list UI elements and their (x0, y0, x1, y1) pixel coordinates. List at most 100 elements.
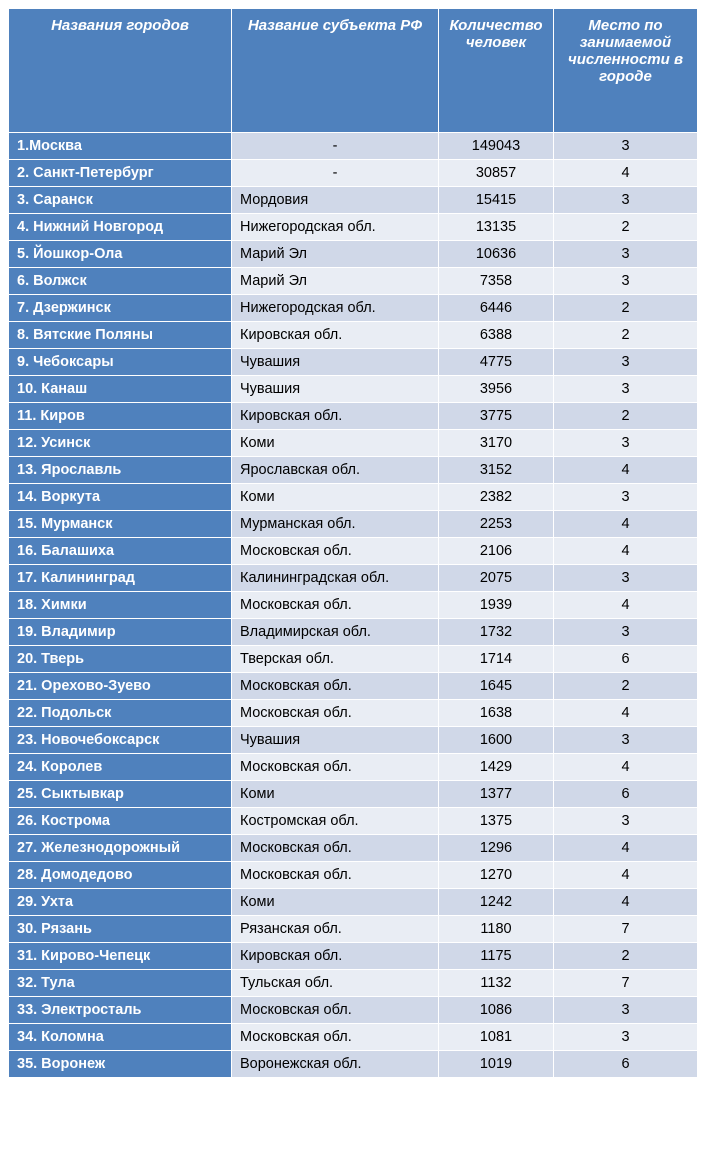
table-row: 13. ЯрославльЯрославская обл.31524 (9, 457, 698, 484)
table-row: 15. МурманскМурманская обл.22534 (9, 511, 698, 538)
subject-cell: Тверская обл. (232, 646, 439, 673)
subject-cell: Марий Эл (232, 241, 439, 268)
city-cell: 33. Электросталь (9, 997, 232, 1024)
table-row: 31. Кирово-ЧепецкКировская обл.11752 (9, 943, 698, 970)
subject-cell: Воронежская обл. (232, 1051, 439, 1078)
table-row: 30. РязаньРязанская обл.11807 (9, 916, 698, 943)
count-cell: 7358 (439, 268, 554, 295)
table-row: 27. ЖелезнодорожныйМосковская обл.12964 (9, 835, 698, 862)
count-cell: 15415 (439, 187, 554, 214)
table-row: 26. КостромаКостромская обл.13753 (9, 808, 698, 835)
table-row: 4. Нижний НовгородНижегородская обл.1313… (9, 214, 698, 241)
city-cell: 18. Химки (9, 592, 232, 619)
city-cell: 22. Подольск (9, 700, 232, 727)
count-cell: 1081 (439, 1024, 554, 1051)
count-cell: 3956 (439, 376, 554, 403)
table-row: 1.Москва-1490433 (9, 133, 698, 160)
table-row: 3. СаранскМордовия154153 (9, 187, 698, 214)
city-cell: 23. Новочебоксарск (9, 727, 232, 754)
rank-cell: 4 (554, 538, 698, 565)
table-body: 1.Москва-14904332. Санкт-Петербург-30857… (9, 133, 698, 1078)
city-cell: 35. Воронеж (9, 1051, 232, 1078)
count-cell: 2382 (439, 484, 554, 511)
subject-cell: Костромская обл. (232, 808, 439, 835)
subject-cell: Нижегородская обл. (232, 214, 439, 241)
subject-cell: Московская обл. (232, 673, 439, 700)
table-row: 5. Йошкор-ОлаМарий Эл106363 (9, 241, 698, 268)
city-cell: 34. Коломна (9, 1024, 232, 1051)
subject-cell: Коми (232, 484, 439, 511)
count-cell: 1180 (439, 916, 554, 943)
count-cell: 1939 (439, 592, 554, 619)
city-cell: 14. Воркута (9, 484, 232, 511)
city-cell: 7. Дзержинск (9, 295, 232, 322)
rank-cell: 6 (554, 1051, 698, 1078)
table-row: 11. КировКировская обл.37752 (9, 403, 698, 430)
rank-cell: 3 (554, 133, 698, 160)
rank-cell: 3 (554, 727, 698, 754)
city-cell: 20. Тверь (9, 646, 232, 673)
rank-cell: 6 (554, 781, 698, 808)
count-cell: 1086 (439, 997, 554, 1024)
rank-cell: 3 (554, 484, 698, 511)
table-row: 9. ЧебоксарыЧувашия47753 (9, 349, 698, 376)
table-row: 17. КалининградКалининградская обл.20753 (9, 565, 698, 592)
count-cell: 4775 (439, 349, 554, 376)
rank-cell: 3 (554, 241, 698, 268)
rank-cell: 3 (554, 187, 698, 214)
count-cell: 1132 (439, 970, 554, 997)
count-cell: 1732 (439, 619, 554, 646)
city-cell: 16. Балашиха (9, 538, 232, 565)
subject-cell: Московская обл. (232, 754, 439, 781)
table-row: 7. ДзержинскНижегородская обл.64462 (9, 295, 698, 322)
count-cell: 1377 (439, 781, 554, 808)
subject-cell: Кировская обл. (232, 322, 439, 349)
rank-cell: 3 (554, 808, 698, 835)
subject-cell: Коми (232, 781, 439, 808)
table-row: 8. Вятские ПоляныКировская обл.63882 (9, 322, 698, 349)
count-cell: 30857 (439, 160, 554, 187)
subject-cell: Чувашия (232, 727, 439, 754)
count-cell: 1270 (439, 862, 554, 889)
rank-cell: 6 (554, 646, 698, 673)
rank-cell: 2 (554, 322, 698, 349)
subject-cell: Марий Эл (232, 268, 439, 295)
rank-cell: 2 (554, 214, 698, 241)
subject-cell: Московская обл. (232, 700, 439, 727)
city-cell: 13. Ярославль (9, 457, 232, 484)
rank-cell: 4 (554, 511, 698, 538)
count-cell: 1242 (439, 889, 554, 916)
subject-cell: Московская обл. (232, 1024, 439, 1051)
subject-cell: - (232, 160, 439, 187)
rank-cell: 2 (554, 943, 698, 970)
subject-cell: Мурманская обл. (232, 511, 439, 538)
rank-cell: 4 (554, 592, 698, 619)
city-cell: 24. Королев (9, 754, 232, 781)
subject-cell: Нижегородская обл. (232, 295, 439, 322)
rank-cell: 7 (554, 970, 698, 997)
city-cell: 19. Владимир (9, 619, 232, 646)
rank-cell: 4 (554, 862, 698, 889)
subject-cell: Чувашия (232, 376, 439, 403)
rank-cell: 3 (554, 565, 698, 592)
city-cell: 12. Усинск (9, 430, 232, 457)
header-count: Количество человек (439, 9, 554, 133)
rank-cell: 4 (554, 835, 698, 862)
table-row: 6. ВолжскМарий Эл73583 (9, 268, 698, 295)
subject-cell: Кировская обл. (232, 403, 439, 430)
city-cell: 30. Рязань (9, 916, 232, 943)
rank-cell: 3 (554, 619, 698, 646)
subject-cell: - (232, 133, 439, 160)
count-cell: 1714 (439, 646, 554, 673)
subject-cell: Московская обл. (232, 862, 439, 889)
city-cell: 5. Йошкор-Ола (9, 241, 232, 268)
table-row: 14. ВоркутаКоми23823 (9, 484, 698, 511)
subject-cell: Чувашия (232, 349, 439, 376)
count-cell: 1296 (439, 835, 554, 862)
table-row: 29. УхтаКоми12424 (9, 889, 698, 916)
city-cell: 31. Кирово-Чепецк (9, 943, 232, 970)
rank-cell: 2 (554, 673, 698, 700)
city-cell: 28. Домодедово (9, 862, 232, 889)
city-cell: 17. Калининград (9, 565, 232, 592)
count-cell: 1375 (439, 808, 554, 835)
